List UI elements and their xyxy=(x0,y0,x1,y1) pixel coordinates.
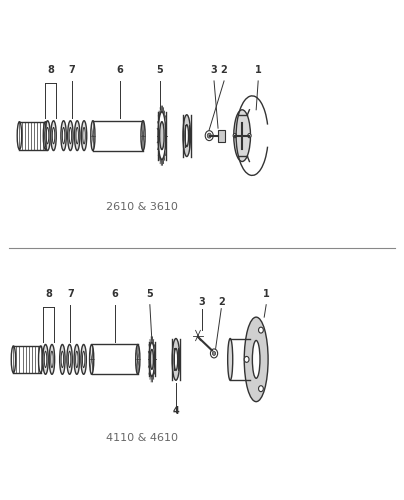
Text: 2610 & 3610: 2610 & 3610 xyxy=(106,202,178,212)
Ellipse shape xyxy=(252,340,260,378)
Ellipse shape xyxy=(38,346,43,373)
Text: 1: 1 xyxy=(255,66,261,76)
Text: 3: 3 xyxy=(199,296,205,306)
Circle shape xyxy=(205,130,213,140)
Circle shape xyxy=(259,327,263,333)
Ellipse shape xyxy=(81,120,87,150)
Text: 3: 3 xyxy=(210,66,217,76)
Ellipse shape xyxy=(76,128,78,144)
Ellipse shape xyxy=(17,122,22,150)
Ellipse shape xyxy=(183,115,191,156)
Circle shape xyxy=(207,133,211,138)
Ellipse shape xyxy=(174,348,178,370)
Ellipse shape xyxy=(61,120,66,150)
Text: 5: 5 xyxy=(147,289,153,299)
Ellipse shape xyxy=(150,350,154,370)
Ellipse shape xyxy=(74,344,80,374)
Ellipse shape xyxy=(76,351,78,368)
Text: 8: 8 xyxy=(45,289,52,299)
Ellipse shape xyxy=(172,338,180,380)
Ellipse shape xyxy=(44,351,47,368)
Ellipse shape xyxy=(46,128,49,144)
Ellipse shape xyxy=(83,128,85,144)
Text: 4110 & 4610: 4110 & 4610 xyxy=(106,434,178,444)
Bar xyxy=(218,130,225,141)
Ellipse shape xyxy=(43,122,48,150)
Ellipse shape xyxy=(185,124,189,146)
Ellipse shape xyxy=(43,344,48,374)
Ellipse shape xyxy=(51,120,56,150)
Ellipse shape xyxy=(67,344,72,374)
Text: 2: 2 xyxy=(221,66,227,76)
Ellipse shape xyxy=(74,120,80,150)
Ellipse shape xyxy=(68,120,73,150)
Circle shape xyxy=(210,349,218,358)
Circle shape xyxy=(233,134,236,138)
Text: 6: 6 xyxy=(116,66,123,76)
Ellipse shape xyxy=(136,344,140,374)
Ellipse shape xyxy=(68,351,71,368)
Circle shape xyxy=(259,386,263,392)
Ellipse shape xyxy=(69,128,72,144)
Circle shape xyxy=(213,352,216,356)
Circle shape xyxy=(244,356,249,362)
Text: 1: 1 xyxy=(263,289,269,299)
Ellipse shape xyxy=(11,346,16,373)
Text: 2: 2 xyxy=(218,296,225,306)
Ellipse shape xyxy=(61,351,63,368)
Ellipse shape xyxy=(45,120,50,150)
Text: 8: 8 xyxy=(47,66,54,76)
Ellipse shape xyxy=(90,344,94,374)
Text: 6: 6 xyxy=(112,289,118,299)
Ellipse shape xyxy=(62,128,65,144)
Circle shape xyxy=(248,134,251,138)
Ellipse shape xyxy=(81,344,86,374)
Ellipse shape xyxy=(82,351,85,368)
Text: 4: 4 xyxy=(173,406,179,416)
Text: 7: 7 xyxy=(67,289,74,299)
Text: 7: 7 xyxy=(68,66,75,76)
Ellipse shape xyxy=(234,110,250,162)
Ellipse shape xyxy=(91,120,95,150)
Ellipse shape xyxy=(49,344,55,374)
Text: 5: 5 xyxy=(156,66,163,76)
Ellipse shape xyxy=(60,344,65,374)
Ellipse shape xyxy=(141,120,145,150)
Ellipse shape xyxy=(160,122,164,150)
Ellipse shape xyxy=(51,351,53,368)
Ellipse shape xyxy=(244,317,268,402)
Ellipse shape xyxy=(228,338,233,380)
Ellipse shape xyxy=(53,128,55,144)
